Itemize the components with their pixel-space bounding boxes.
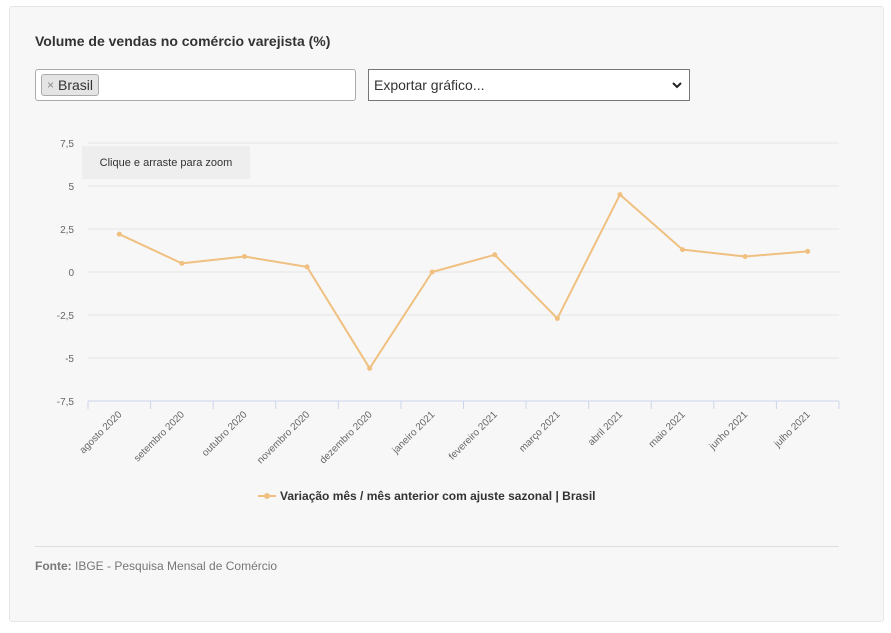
x-tick-label: janeiro 2021	[390, 409, 438, 457]
y-tick-label: 2,5	[60, 225, 74, 236]
region-chip: × Brasil	[41, 74, 100, 96]
y-tick-label: -2,5	[57, 311, 75, 322]
source-text: IBGE - Pesquisa Mensal de Comércio	[75, 559, 278, 573]
zoom-hint: Clique e arraste para zoom	[82, 146, 250, 179]
y-tick-label: 7,5	[60, 139, 74, 150]
chevron-down-icon	[672, 82, 682, 89]
x-tick-label: fevereiro 2021	[447, 409, 500, 462]
legend-label: Variação mês / mês anterior com ajuste s…	[280, 489, 596, 503]
y-tick-label: -5	[65, 354, 74, 365]
x-tick-label: julho 2021	[772, 409, 813, 450]
x-tick-label: maio 2021	[647, 409, 688, 450]
export-chart-select[interactable]: Exportar gráfico...	[368, 69, 690, 101]
chart-card	[9, 6, 884, 622]
data-point[interactable]	[367, 365, 373, 371]
data-point[interactable]	[179, 260, 185, 266]
y-tick-label: 0	[68, 268, 74, 279]
y-tick-label: -7,5	[57, 397, 75, 408]
data-point[interactable]	[617, 192, 623, 198]
x-tick-label: setembro 2020	[132, 409, 187, 464]
x-tick-label: abril 2021	[586, 409, 625, 448]
remove-chip-icon[interactable]: ×	[47, 78, 55, 92]
y-tick-label: 5	[68, 182, 74, 193]
data-point[interactable]	[429, 269, 435, 275]
series-line	[118, 193, 808, 370]
x-tick-label: dezembro 2020	[318, 409, 375, 466]
source-note: Fonte: IBGE - Pesquisa Mensal de Comérci…	[35, 559, 277, 573]
export-select-label: Exportar gráfico...	[374, 77, 485, 93]
divider	[35, 546, 839, 547]
region-filter-input[interactable]: × Brasil	[35, 69, 356, 101]
x-tick-label: outubro 2020	[200, 409, 250, 459]
data-point[interactable]	[492, 252, 498, 258]
data-point[interactable]	[742, 254, 748, 260]
data-point[interactable]	[116, 231, 122, 237]
x-tick-label: agosto 2020	[78, 409, 125, 456]
x-tick-label: junho 2021	[707, 409, 751, 453]
source-label: Fonte:	[35, 559, 72, 573]
legend-item[interactable]: Variação mês / mês anterior com ajuste s…	[258, 489, 596, 503]
data-point[interactable]	[805, 248, 811, 254]
data-point[interactable]	[304, 264, 310, 270]
data-point[interactable]	[554, 315, 560, 321]
x-tick-label: novembro 2020	[255, 409, 312, 466]
data-point[interactable]	[241, 254, 247, 260]
legend-symbol-icon	[258, 493, 276, 499]
chart-title: Volume de vendas no comércio varejista (…	[35, 33, 331, 49]
x-tick-label: março 2021	[517, 409, 562, 454]
data-point[interactable]	[680, 247, 686, 253]
region-chip-label: Brasil	[58, 77, 94, 93]
